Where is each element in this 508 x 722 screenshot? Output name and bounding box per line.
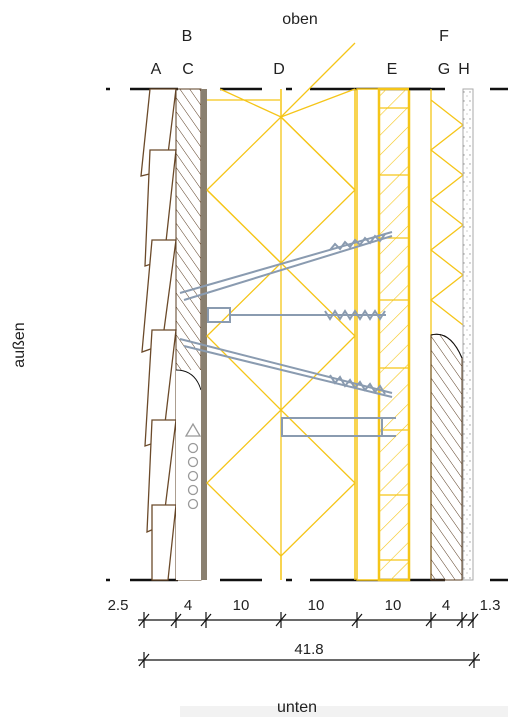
layer-h-plaster (462, 88, 474, 581)
label-layer-d: D (273, 61, 285, 78)
label-bottom: unten (277, 699, 317, 716)
screw-horizontal (207, 307, 386, 323)
dim-label-e: 10 (385, 597, 402, 614)
screw-upper-diagonal (179, 231, 393, 301)
dim-label-f: 4 (442, 597, 450, 614)
ventilation-symbols (184, 422, 202, 510)
label-layer-b: B (182, 28, 193, 45)
label-outside: außen (11, 322, 28, 367)
dim-label-h: 1.3 (480, 597, 501, 614)
layer-c-membrane (201, 89, 207, 580)
dim-label-b: 4 (184, 597, 192, 614)
layer-d-insulation (206, 42, 356, 580)
dim-label-a: 2.5 (108, 597, 129, 614)
label-layer-e: E (387, 61, 398, 78)
layer-e-stud (356, 87, 431, 582)
layer-g-board (430, 333, 463, 581)
dimension-line-layers (138, 612, 479, 628)
layer-b-grain-end (175, 369, 202, 391)
label-top: oben (282, 11, 318, 28)
label-layer-h: H (458, 61, 470, 78)
dim-label-d1: 10 (233, 597, 250, 614)
label-layer-c: C (182, 61, 194, 78)
dim-label-total: 41.8 (294, 641, 323, 658)
label-layer-a: A (151, 61, 162, 78)
label-layer-g: G (438, 61, 450, 78)
screw-lower-diagonal (179, 338, 393, 398)
connector-bracket (281, 417, 396, 437)
layer-g-grain-end (430, 333, 463, 359)
bottom-strip (180, 706, 508, 717)
layer-a-shingles (140, 88, 177, 581)
label-layer-f: F (439, 28, 449, 45)
dim-label-d2: 10 (308, 597, 325, 614)
dimension-line-total (138, 652, 480, 668)
